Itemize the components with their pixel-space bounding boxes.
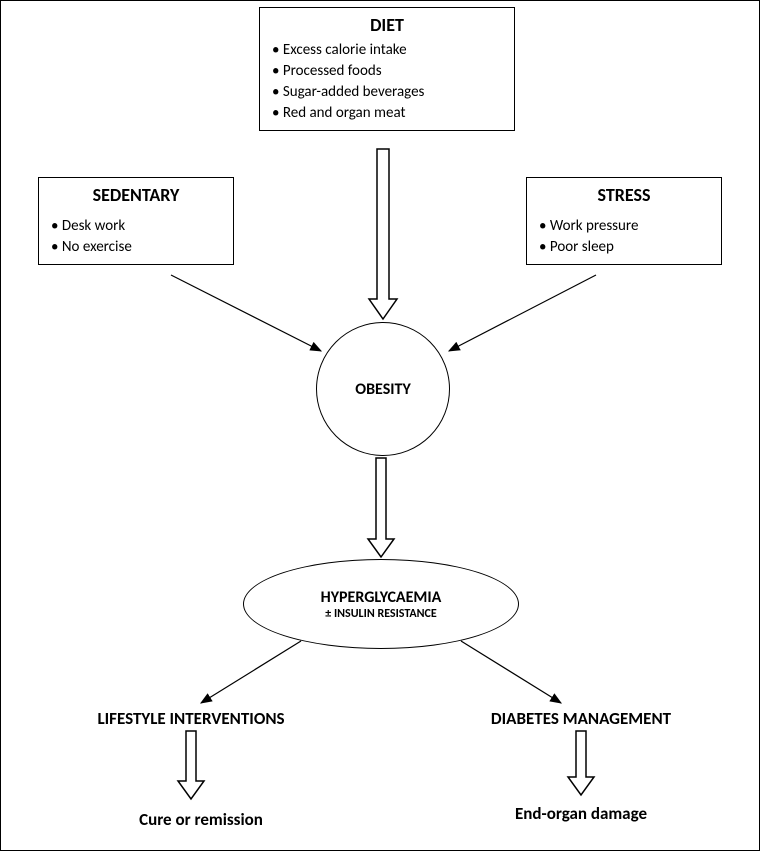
obesity-node: OBESITY xyxy=(316,322,450,456)
sedentary-box: SEDENTARY • Desk work • No exercise xyxy=(38,177,234,265)
diabetes-mgmt-label: DIABETES MANAGEMENT xyxy=(461,708,701,729)
sedentary-item: • No exercise xyxy=(51,237,221,258)
stress-item: • Poor sleep xyxy=(539,237,709,258)
diet-item: • Sugar-added beverages xyxy=(272,82,502,103)
diet-box: DIET • Excess calorie intake • Processed… xyxy=(259,7,515,131)
sedentary-item: • Desk work xyxy=(51,216,221,237)
stress-title: STRESS xyxy=(539,184,709,206)
diet-item: • Excess calorie intake xyxy=(272,40,502,61)
hyperglycaemia-title: HYPERGLYCAEMIA xyxy=(321,588,442,607)
sedentary-title: SEDENTARY xyxy=(51,184,221,206)
lifestyle-label: LIFESTYLE INTERVENTIONS xyxy=(71,708,311,729)
diet-item: • Processed foods xyxy=(272,61,502,82)
hyperglycaemia-subtitle: ± INSULIN RESISTANCE xyxy=(325,607,437,621)
diet-item: • Red and organ meat xyxy=(272,103,502,124)
cure-label: Cure or remission xyxy=(101,809,301,830)
stress-item: • Work pressure xyxy=(539,216,709,237)
obesity-label: OBESITY xyxy=(355,380,411,399)
end-organ-label: End-organ damage xyxy=(471,803,691,824)
diet-title: DIET xyxy=(272,14,502,36)
stress-box: STRESS • Work pressure • Poor sleep xyxy=(526,177,722,265)
hyperglycaemia-node: HYPERGLYCAEMIA ± INSULIN RESISTANCE xyxy=(243,559,519,649)
diagram-canvas: DIET • Excess calorie intake • Processed… xyxy=(0,0,760,851)
